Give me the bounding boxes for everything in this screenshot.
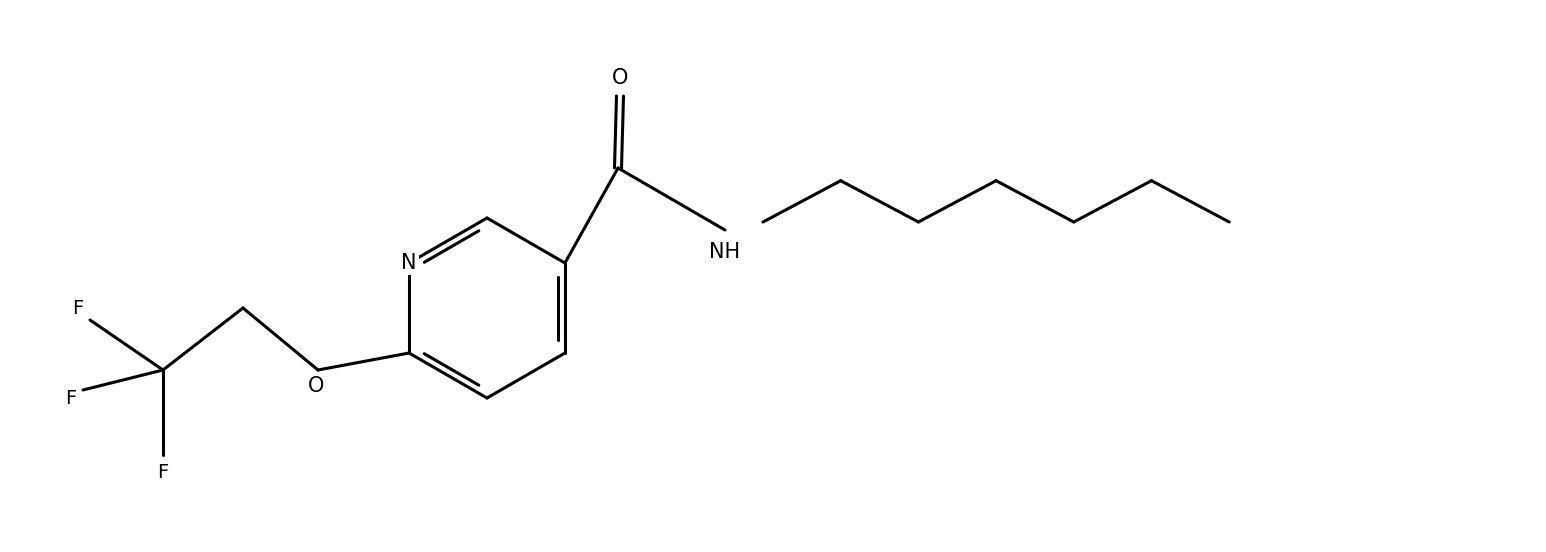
Text: O: O [308, 376, 325, 396]
Text: F: F [73, 299, 83, 317]
Text: F: F [158, 464, 169, 482]
Text: O: O [612, 68, 628, 88]
Text: NH: NH [710, 242, 741, 262]
Text: F: F [65, 389, 77, 407]
Text: N: N [402, 253, 417, 273]
